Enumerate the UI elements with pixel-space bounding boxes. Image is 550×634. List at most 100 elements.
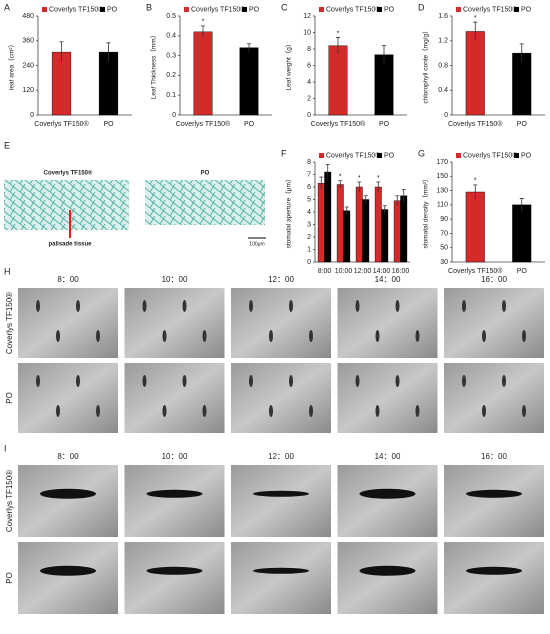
stoma [395,375,400,387]
error-bar [519,43,524,63]
legend-swatch [377,7,382,12]
bar [98,51,119,116]
micrograph [18,288,118,358]
bar [400,195,408,263]
time-label: 12：00 [268,452,294,461]
y-tick-label: 5 [307,196,311,203]
legend-swatch [100,7,105,12]
panel-label: F [281,148,287,158]
y-tick-label: 6 [307,62,311,69]
time-label: 14：00 [375,275,401,284]
stoma [56,330,60,342]
micrograph [124,288,225,358]
stoma-pore [466,489,522,498]
y-tick-label: 0.2 [166,72,176,79]
annotation: palisade tissue [48,242,92,248]
stoma [56,405,60,417]
time-label: 14：00 [375,452,401,461]
micrograph [231,465,331,537]
stoma-pore [146,566,203,575]
stoma [375,405,380,417]
stoma-pore [466,566,522,575]
y-axis-label: Leaf weight（g） [285,41,293,91]
legend-swatch [456,7,461,12]
micrograph [337,288,438,358]
micrograph [231,363,331,433]
y-tick-label: 0.5 [166,13,176,20]
bar [193,31,213,116]
time-label: 10：00 [162,452,188,461]
y-tick-label: 30 [440,259,448,266]
micrograph [145,180,265,225]
error-bar [325,164,330,180]
error-bar [395,195,400,206]
error-bar [382,45,386,64]
stoma [36,375,40,387]
micrograph [444,288,544,358]
legend-swatch [514,7,519,12]
y-tick-label: 0 [30,112,34,119]
stoma-pore [253,567,309,574]
x-tick-label: PO [517,268,528,275]
stoma [522,405,526,417]
panel-label: I [4,443,7,453]
micrograph [18,542,118,614]
stoma [502,375,506,387]
row-label: Coverlys TF150® [5,292,14,354]
bar [328,45,348,116]
stoma [182,375,187,387]
stoma [202,330,207,342]
panel-label: D [418,2,425,12]
x-tick-label: Coverlys TF150® [448,267,503,275]
time-label: 8：00 [57,452,79,461]
error-bar [344,206,349,215]
stoma [289,375,293,387]
stoma [502,300,506,312]
stoma [395,300,400,312]
stoma [415,330,420,342]
y-tick-label: 0 [307,112,311,119]
bar [355,186,363,263]
stoma-pore [253,490,309,497]
significance: * [339,174,342,181]
stoma [249,375,253,387]
legend-swatch [42,7,47,12]
y-tick-label: 12 [303,13,311,20]
micrograph [4,180,129,230]
stoma-pore [40,565,96,576]
stoma-pore [359,488,416,499]
y-tick-label: 0.8 [438,62,448,69]
stoma [162,405,167,417]
time-label: 12：00 [268,275,294,284]
x-tick-label: Coverlys TF150® [448,120,503,128]
panel-label: E [4,140,10,150]
stoma-pore [359,565,416,576]
stoma-pore [146,489,203,498]
bar [465,191,485,263]
stoma [162,330,167,342]
y-tick-label: 170 [436,159,448,166]
bar [465,31,485,116]
y-tick-label: 130 [436,187,448,194]
legend-label: Coverlys TF150® [463,151,518,159]
bar [343,210,351,263]
row-label: Coverlys TF150® [5,470,14,532]
stoma [482,330,486,342]
stoma [142,300,147,312]
stoma [482,405,486,417]
y-tick-label: 2 [307,95,311,102]
error-bar [247,43,251,52]
x-tick-label: 8:00 [318,268,332,275]
micrograph [231,542,331,614]
error-bar [336,37,340,54]
stoma [182,300,187,312]
time-label: 10：00 [162,275,188,284]
error-bar [473,184,478,200]
stoma [355,300,360,312]
legend-label: PO [384,152,395,159]
stoma [269,405,273,417]
y-axis-label: Leaf Thickness（mm） [150,32,158,99]
panel-label: A [4,2,10,12]
bar [362,199,370,263]
error-bar [519,198,524,212]
